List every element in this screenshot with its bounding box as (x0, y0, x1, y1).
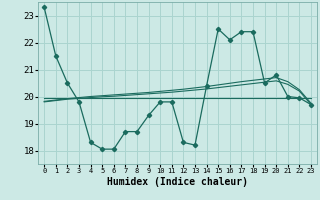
X-axis label: Humidex (Indice chaleur): Humidex (Indice chaleur) (107, 177, 248, 187)
